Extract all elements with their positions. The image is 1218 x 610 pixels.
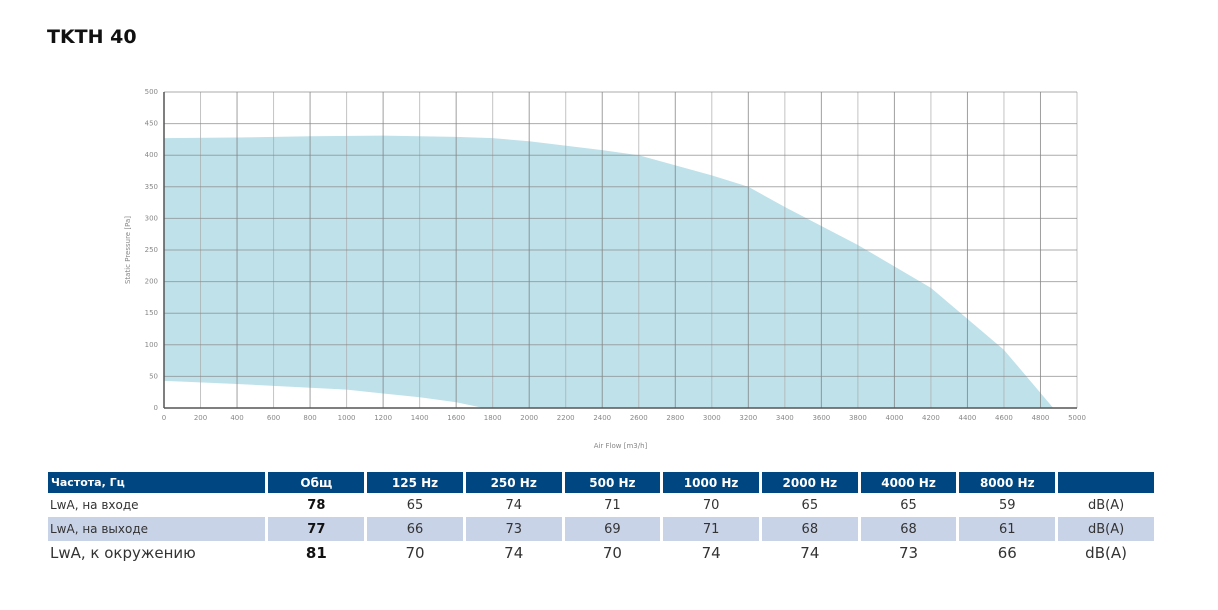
band-value: 74: [504, 544, 524, 562]
band-value: 70: [702, 497, 720, 513]
x-tick-label: 1600: [447, 414, 465, 422]
header-cell: 500 Hz: [564, 472, 661, 493]
header-cell: 8000 Hz: [959, 472, 1056, 493]
unit-label: dB(A): [1085, 544, 1127, 562]
x-tick-label: 3200: [739, 414, 757, 422]
band-value: 70: [602, 544, 622, 562]
x-tick-label: 2400: [593, 414, 611, 422]
y-tick-label: 0: [154, 404, 158, 412]
band-value: 61: [959, 517, 1056, 541]
band-value: 69: [564, 517, 661, 541]
x-tick-label: 800: [303, 414, 316, 422]
row-label: LwA, на выходе: [48, 517, 266, 541]
band-value: 71: [663, 517, 759, 541]
band-value: 73: [465, 517, 562, 541]
x-tick-label: 2200: [557, 414, 575, 422]
y-axis-label: Static Pressure [Pa]: [124, 216, 132, 284]
band-value: 66: [997, 544, 1017, 562]
x-tick-label: 4200: [922, 414, 940, 422]
y-tick-label: 50: [149, 372, 158, 380]
operating-area: [164, 135, 1054, 408]
unit-label: dB(A): [1087, 497, 1125, 513]
x-tick-label: 4600: [995, 414, 1013, 422]
x-tick-label: 400: [230, 414, 243, 422]
band-value: 73: [899, 544, 919, 562]
y-tick-label: 100: [145, 341, 158, 349]
total-value: 78: [307, 497, 326, 513]
row-label: LwA, на входе: [50, 498, 139, 512]
band-value: 65: [900, 497, 917, 513]
y-tick-label: 300: [145, 214, 158, 222]
x-tick-label: 5000: [1068, 414, 1086, 422]
x-tick-label: 0: [162, 414, 166, 422]
header-cell: Частота, Гц: [48, 472, 266, 493]
x-axis-label: Air Flow [m3/h]: [594, 442, 648, 450]
y-tick-label: 250: [145, 246, 158, 254]
x-tick-label: 1200: [374, 414, 392, 422]
table-header: Частота, Гц Общ 125 Hz 250 Hz 500 Hz 1000 Hz 2…: [48, 472, 1154, 493]
page-title: TKTH 40: [47, 26, 137, 48]
x-tick-label: 3000: [703, 414, 721, 422]
x-tick-label: 3800: [849, 414, 867, 422]
x-tick-label: 3400: [776, 414, 794, 422]
header-cell: 2000 Hz: [761, 472, 858, 493]
x-tick-label: 600: [267, 414, 280, 422]
band-value: 70: [405, 544, 425, 562]
x-tick-label: 4400: [959, 414, 977, 422]
unit-label: dB(A): [1058, 517, 1154, 541]
x-tick-label: 4000: [885, 414, 903, 422]
y-tick-label: 150: [145, 309, 158, 317]
y-tick-label: 400: [145, 151, 158, 159]
total-value: 77: [268, 517, 365, 541]
total-value: 81: [305, 544, 327, 562]
x-tick-label: 200: [194, 414, 207, 422]
y-tick-label: 200: [145, 278, 158, 286]
y-tick-label: 450: [145, 120, 158, 128]
band-value: 68: [860, 517, 957, 541]
performance-chart: 0 200 400 600 800 1000 1200 1400 1600 1800 2000 220…: [124, 88, 1086, 450]
x-tick-label: 1800: [484, 414, 502, 422]
band-value: 71: [604, 497, 621, 513]
band-value: 68: [761, 517, 858, 541]
x-tick-label: 1400: [411, 414, 429, 422]
x-tick-label: 2600: [630, 414, 648, 422]
header-cell: Общ: [268, 472, 365, 493]
sound-table: Частота, Гц Общ 125 Hz 250 Hz 500 Hz 1000 Hz 2…: [45, 472, 1157, 565]
band-value: 74: [800, 544, 820, 562]
table-row: LwA, на входе 78 65 74 71 70 65 65 59 dB(A): [48, 493, 1154, 517]
x-tick-label: 2800: [666, 414, 684, 422]
row-label: LwA, к окружению: [50, 544, 196, 562]
band-value: 65: [801, 497, 819, 513]
header-cell: 250 Hz: [465, 472, 562, 493]
x-tick-label: 3600: [812, 414, 830, 422]
band-value: 65: [406, 497, 424, 513]
band-value: 66: [367, 517, 463, 541]
band-value: 74: [505, 497, 522, 513]
x-tick-label: 2000: [520, 414, 538, 422]
header-cell: 4000 Hz: [860, 472, 957, 493]
y-tick-label: 350: [145, 183, 158, 191]
table-row: LwA, на выходе 77 66 73 69 71 68 68 61 dB(A): [48, 517, 1154, 541]
x-tick-label: 1000: [338, 414, 356, 422]
x-tick-label: 4800: [1032, 414, 1050, 422]
header-cell: 125 Hz: [367, 472, 463, 493]
y-tick-label: 500: [145, 88, 158, 96]
header-cell: [1058, 472, 1154, 493]
band-value: 74: [701, 544, 721, 562]
band-value: 59: [998, 497, 1016, 513]
header-cell: 1000 Hz: [663, 472, 759, 493]
table-row: LwA, к окружению 81 70 74 70 74 74 73 66 dB(A): [48, 541, 1154, 565]
